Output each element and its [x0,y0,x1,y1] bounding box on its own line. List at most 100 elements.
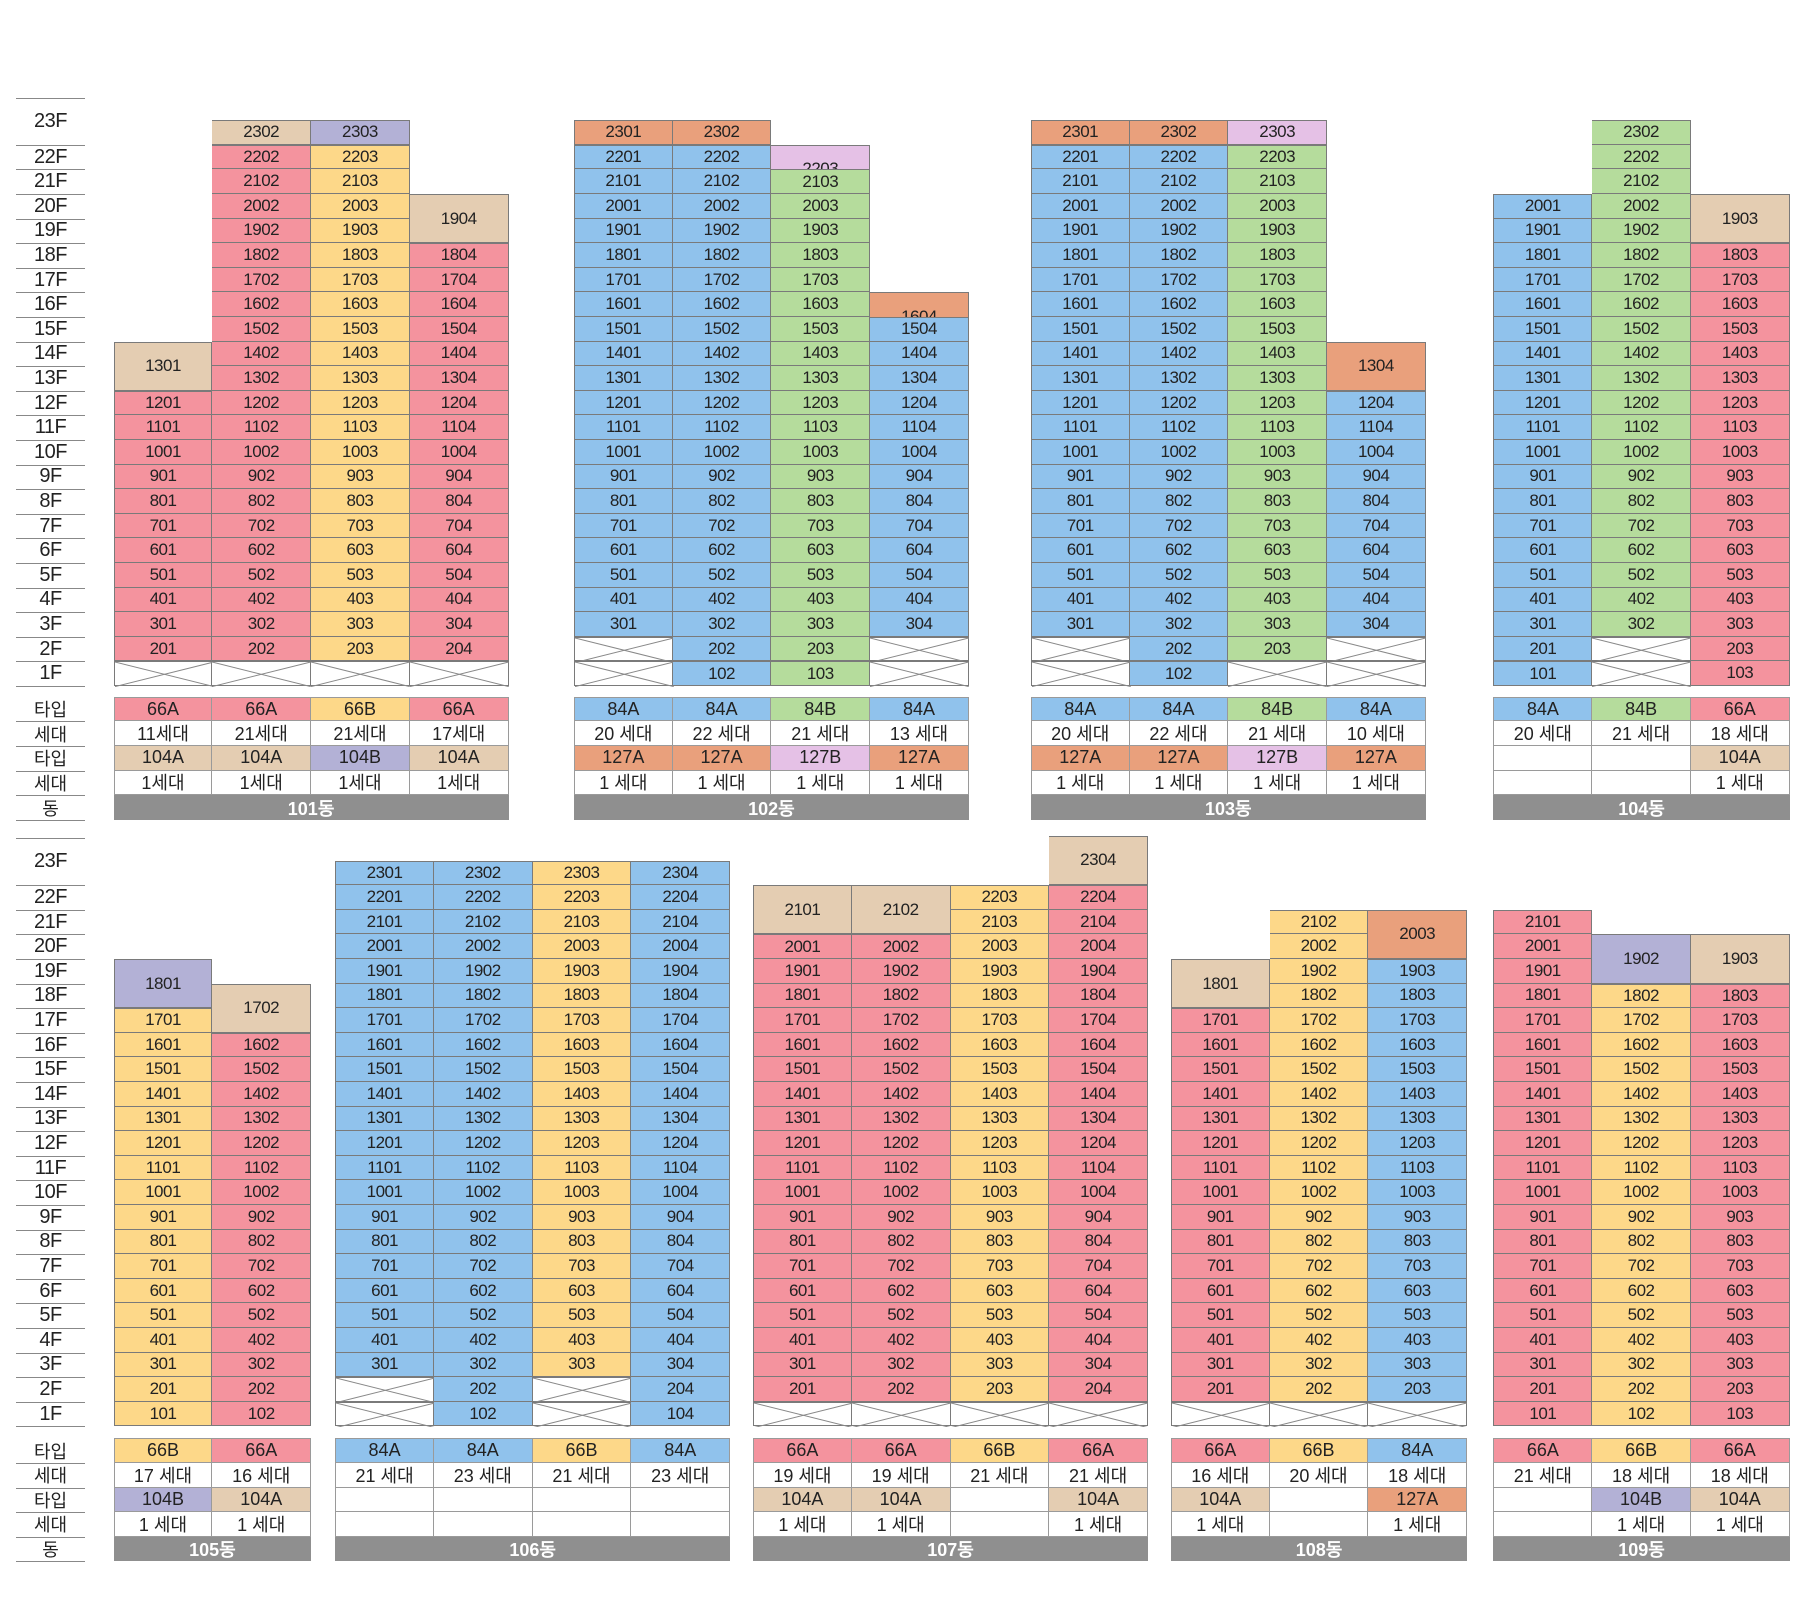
floor-divider [16,243,85,245]
floor-label: 20F [34,194,67,217]
unit-cell: 1203 [1690,390,1790,416]
unit-cell: 1503 [1690,316,1790,342]
unit-cell: 203 [311,636,410,662]
unit-cell: 1503 [771,316,871,342]
unit-cell: 404 [1049,1327,1148,1353]
unit-cell: 701 [1030,513,1130,539]
unit-type-cell: 104B [311,746,410,771]
unit-type-cell: 127A [1129,746,1229,771]
unit-cell: 1201 [1493,1131,1593,1156]
unit-cell: 1502 [851,1057,951,1082]
unit-cell: 504 [1327,562,1426,588]
table-row-label-type: 타입 [33,1441,68,1462]
unit-cell: 1503 [950,1057,1050,1082]
unit-cell: 401 [1170,1327,1270,1353]
floor-label: 17F [34,1008,67,1031]
unit-cell: 1503 [311,316,410,342]
unit-type-cell [631,1487,731,1513]
unit-type-cell: 84A [1493,696,1593,722]
unit-cell: 1002 [1592,1180,1691,1205]
unit-cell: 1502 [672,316,772,342]
unit-type-cell [1493,1487,1593,1513]
floor-label: 6F [39,1279,62,1302]
unit-cell: 303 [771,612,871,637]
unit-cell: 901 [573,464,673,490]
special-unit-cell: 103 [771,661,871,686]
unit-cell: 1804 [409,243,509,268]
unit-cell: 301 [1030,612,1130,637]
unit-cell: 803 [950,1229,1050,1255]
unit-cell: 1703 [771,267,871,293]
unit-cell: 501 [335,1303,434,1328]
unit-cell: 1403 [311,341,410,367]
unit-cell: 404 [1327,587,1426,613]
unit-cell: 604 [409,538,509,563]
floor-divider [16,1254,85,1256]
unit-type-cell [532,1487,632,1513]
unit-cell: 1801 [1493,243,1593,268]
unit-type-cell: 104A [113,746,213,771]
unit-cell: 1501 [1493,316,1593,342]
unit-cell: 1903 [311,218,410,244]
floor-label: 7F [39,1254,62,1277]
unit-cell: 302 [672,612,772,637]
unit-cell: 2002 [1269,934,1369,959]
special-unit-cell: 1903 [1690,193,1790,244]
unit-cell: 1103 [1690,415,1790,440]
household-count-cell: 21 세대 [1493,1462,1593,1488]
floor-divider [16,316,85,318]
household-count-cell: 1 세대 [1228,770,1328,796]
unit-cell: 1402 [1269,1081,1369,1107]
unit-cell: 1103 [1228,415,1328,440]
empty-unit-cell [1368,1401,1468,1428]
floor-divider [16,538,85,540]
unit-cell: 1301 [1170,1106,1270,1132]
floor-label: 13F [34,366,67,389]
empty-unit-cell [1592,636,1691,663]
unit-cell: 1003 [1368,1180,1468,1205]
unit-cell: 904 [1049,1204,1148,1230]
unit-cell: 802 [1129,489,1229,514]
household-count-cell: 1 세대 [771,770,871,796]
unit-cell: 701 [1493,513,1593,539]
unit-cell: 1201 [1030,390,1130,416]
floor-label: 14F [34,1082,67,1105]
unit-type-cell: 104A [1049,1487,1148,1513]
unit-cell: 1202 [851,1131,951,1156]
unit-cell: 504 [409,562,509,588]
unit-cell: 401 [1030,587,1130,613]
unit-cell: 1702 [212,267,312,293]
unit-cell: 1901 [753,958,852,984]
unit-cell: 1003 [1228,439,1328,465]
unit-type-cell: 104B [1592,1487,1691,1513]
unit-cell: 1901 [573,218,673,244]
unit-cell: 1802 [1592,243,1691,268]
unit-cell: 603 [950,1278,1050,1304]
unit-cell: 801 [1030,489,1130,514]
unit-cell: 502 [1592,1303,1691,1328]
unit-cell: 1604 [631,1032,731,1058]
unit-cell: 1002 [851,1180,951,1205]
unit-cell: 104 [631,1401,731,1427]
unit-type-cell [1592,746,1691,771]
unit-cell: 1504 [1049,1057,1148,1082]
unit-cell: 2101 [1493,909,1593,935]
floor-label: 12F [34,1131,67,1154]
unit-type-cell: 66A [212,696,312,722]
unit-type-cell: 84A [1327,696,1426,722]
floor-divider [16,612,85,614]
unit-cell: 1202 [1269,1131,1369,1156]
unit-cell: 201 [113,1377,213,1402]
unit-cell: 1101 [113,1155,213,1181]
floor-label: 2F [39,637,62,660]
unit-cell: 1601 [113,1032,213,1058]
unit-type-cell: 84B [771,696,871,722]
special-unit-cell: 101 [1493,661,1593,686]
unit-cell: 602 [1592,538,1691,563]
floor-label: 21F [34,910,67,933]
special-unit-cell: 1301 [113,341,213,391]
unit-cell: 2103 [532,909,632,935]
building-name-bar: 102동 [573,795,969,820]
unit-cell: 1001 [1493,439,1593,465]
unit-cell: 902 [851,1204,951,1230]
